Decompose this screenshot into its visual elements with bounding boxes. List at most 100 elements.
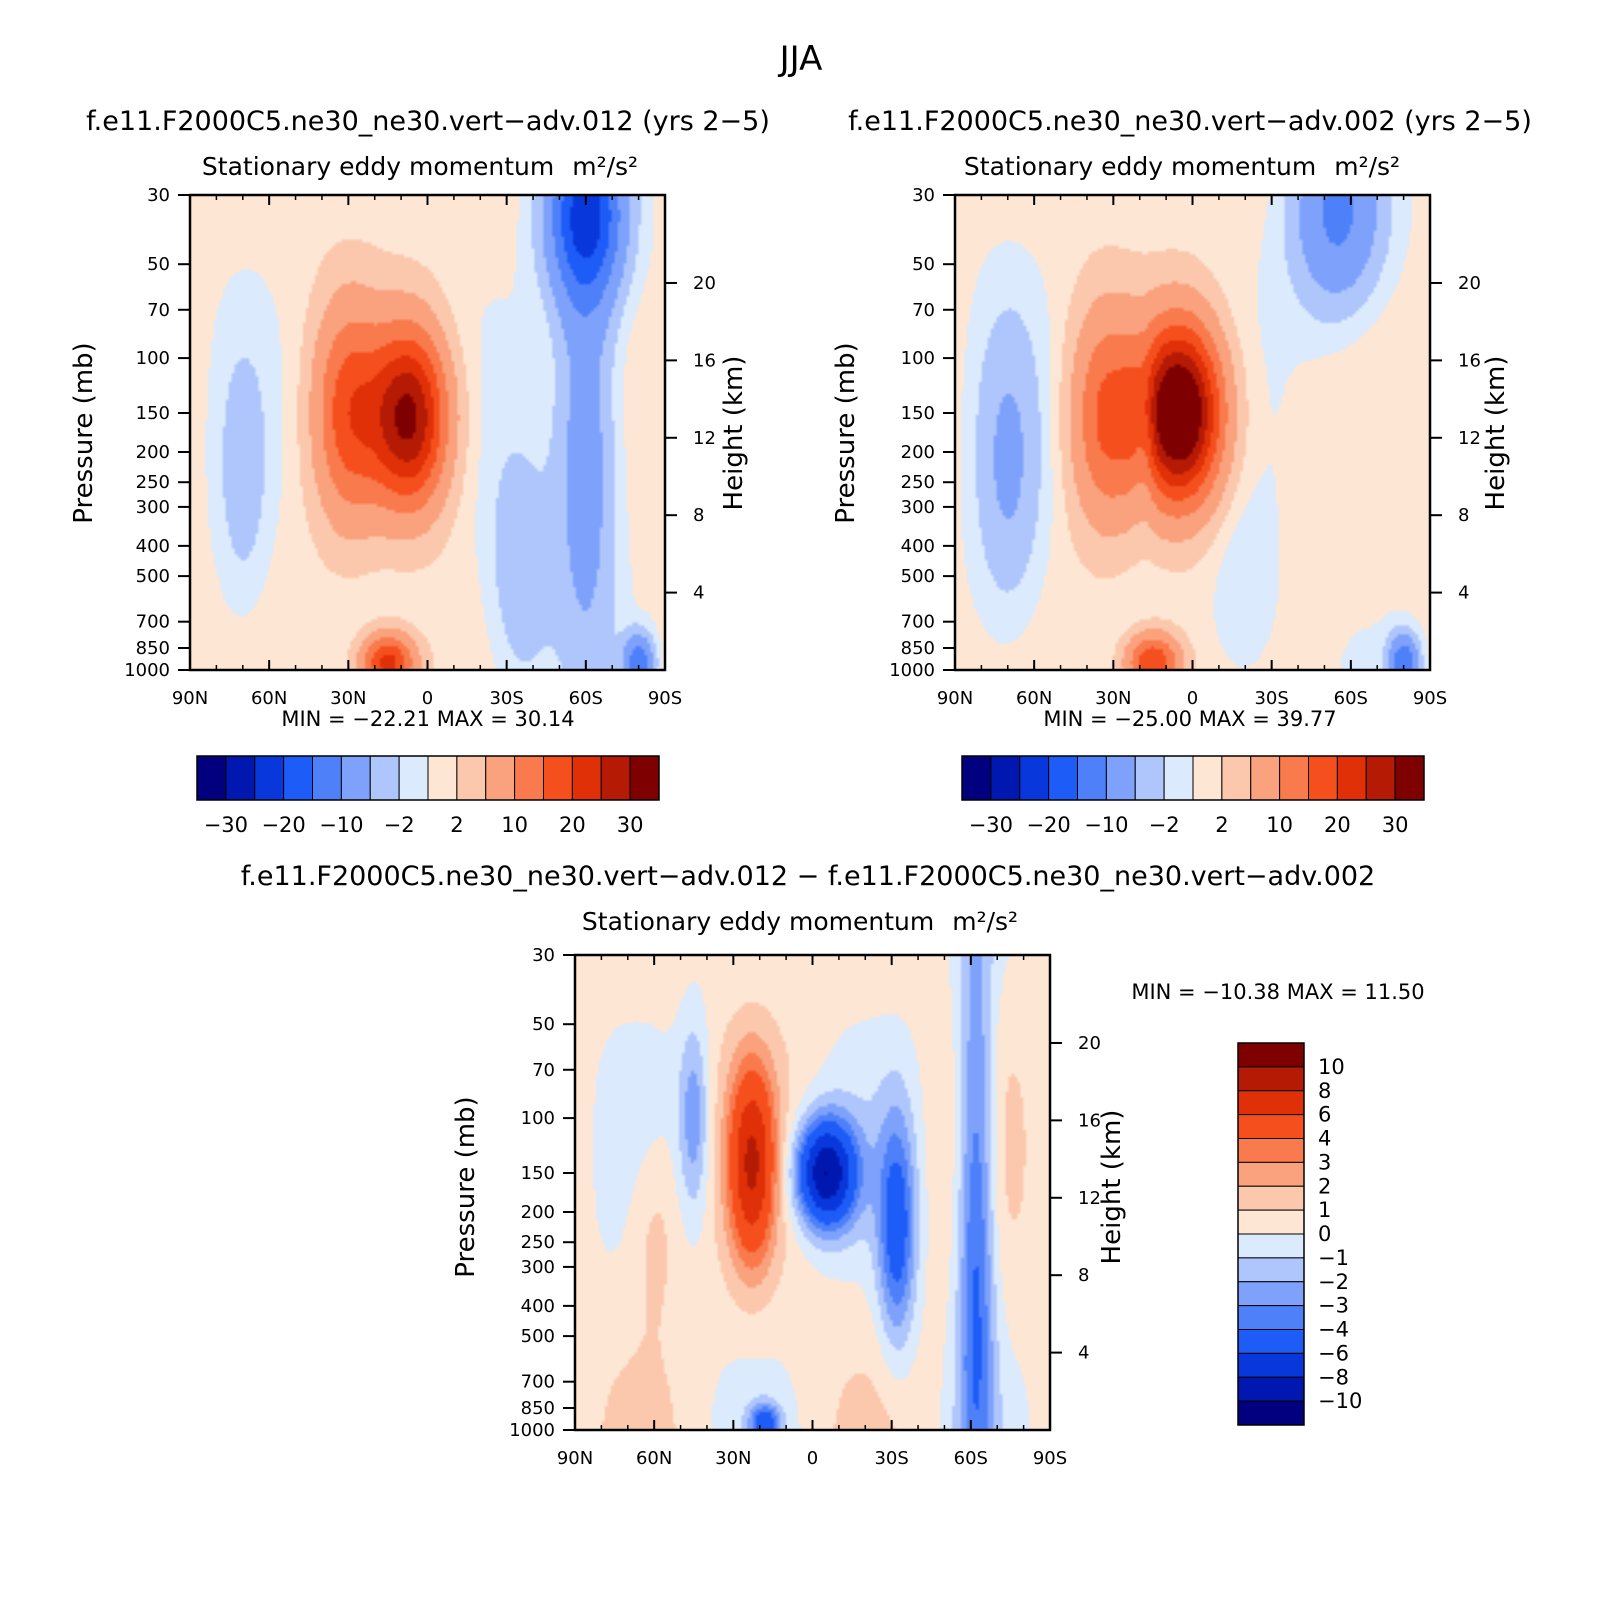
y2-tick-label: 20 xyxy=(1458,273,1481,294)
colorbar-swatch xyxy=(1077,755,1107,801)
y-tick-label: 70 xyxy=(147,300,170,321)
y-tick-label: 700 xyxy=(136,612,170,633)
y-tick-label: 70 xyxy=(912,300,935,321)
colorbar-label: 1 xyxy=(1318,1198,1331,1222)
panel-1-subtitle: Stationary eddy momentum m²/s² xyxy=(202,152,638,181)
y-tick-label: 400 xyxy=(521,1296,555,1317)
colorbar-label: 2 xyxy=(1215,813,1228,837)
colorbar-label: 20 xyxy=(559,813,586,837)
colorbar-label: 30 xyxy=(617,813,644,837)
colorbar-label: −2 xyxy=(1149,813,1180,837)
colorbar-label: −4 xyxy=(1318,1318,1349,1342)
y-tick-label: 200 xyxy=(521,1202,555,1223)
x-tick-label: 30N xyxy=(1095,688,1131,709)
colorbar-frame xyxy=(1237,1042,1305,1426)
y-tick-label: 150 xyxy=(521,1163,555,1184)
y-tick-label: 400 xyxy=(901,536,935,557)
panel-1-colorbar: −30 −20 −10 −2 2 10 20 30 xyxy=(196,755,660,837)
y-tick-label: 250 xyxy=(521,1232,555,1253)
colorbar-swatch xyxy=(1192,755,1223,801)
x-tick-label: 90N xyxy=(937,688,973,709)
colorbar-swatch xyxy=(514,755,544,801)
x-tick-label: 90N xyxy=(557,1448,593,1469)
colorbar-swatch xyxy=(1237,1138,1305,1163)
panel-2-ylabel: Pressure (mb) xyxy=(831,342,861,523)
y-tick-label: 100 xyxy=(136,348,170,369)
y-tick-label: 30 xyxy=(912,185,935,206)
panel-1-title: f.e11.F2000C5.ne30_ne30.vert−adv.012 (yr… xyxy=(86,106,770,137)
colorbar-label: 30 xyxy=(1382,813,1409,837)
colorbar-swatch xyxy=(485,755,516,801)
x-tick-label: 0 xyxy=(1187,688,1198,709)
y-tick-label: 150 xyxy=(136,403,170,424)
y-tick-label: 700 xyxy=(521,1372,555,1393)
colorbar-swatch xyxy=(1250,755,1281,801)
panel-2-y2label: Height (km) xyxy=(1481,356,1511,511)
y2-tick-label: 16 xyxy=(1458,350,1481,371)
y-tick-label: 250 xyxy=(136,472,170,493)
colorbar-swatch xyxy=(340,755,371,801)
y-tick-label: 850 xyxy=(136,638,170,659)
y2-tick-label: 8 xyxy=(1458,505,1469,526)
colorbar-label: 20 xyxy=(1324,813,1351,837)
y-tick-label: 50 xyxy=(912,254,935,275)
panel-1-units: m²/s² xyxy=(572,152,638,181)
panel2-field xyxy=(955,195,1430,670)
colorbar-swatch xyxy=(961,755,992,801)
x-tick-label: 60S xyxy=(1334,688,1368,709)
panel-1-ylabel: Pressure (mb) xyxy=(69,342,99,523)
panel-3-title: f.e11.F2000C5.ne30_ne30.vert−adv.012 − f… xyxy=(241,861,1376,892)
colorbar-swatch xyxy=(1237,1352,1305,1378)
y-tick-label: 200 xyxy=(901,442,935,463)
panel1-field xyxy=(190,195,665,670)
y-tick-label: 70 xyxy=(532,1060,555,1081)
y-tick-label: 500 xyxy=(136,566,170,587)
panel-2-colorbar: −30 −20 −10 −2 2 10 20 30 xyxy=(961,755,1425,837)
y-tick-label: 850 xyxy=(901,638,935,659)
colorbar-swatch xyxy=(1105,755,1136,801)
colorbar-swatch xyxy=(196,755,227,801)
colorbar-label: 0 xyxy=(1318,1222,1331,1246)
colorbar-label: −30 xyxy=(204,813,248,837)
colorbar-label: 10 xyxy=(501,813,528,837)
colorbar-swatch xyxy=(254,755,285,801)
colorbar-swatch xyxy=(456,755,487,801)
colorbar-label: −10 xyxy=(1084,813,1128,837)
colorbar-label: −1 xyxy=(1318,1246,1349,1270)
x-tick-label: 90S xyxy=(1413,688,1447,709)
y-tick-label: 200 xyxy=(136,442,170,463)
x-tick-label: 30S xyxy=(489,688,523,709)
y2-tick-label: 8 xyxy=(1078,1265,1089,1286)
colorbar-swatch xyxy=(1237,1066,1305,1092)
panel-2-title: f.e11.F2000C5.ne30_ne30.vert−adv.002 (yr… xyxy=(848,106,1532,137)
y-tick-label: 100 xyxy=(521,1108,555,1129)
y-tick-label: 1000 xyxy=(509,1420,555,1441)
colorbar-swatch xyxy=(283,755,313,801)
colorbar-swatch xyxy=(1336,755,1367,801)
colorbar-label: −8 xyxy=(1318,1365,1349,1389)
y2-tick-label: 16 xyxy=(1078,1110,1101,1131)
colorbar-swatch xyxy=(1237,1090,1305,1116)
x-tick-label: 0 xyxy=(422,688,433,709)
y2-tick-label: 16 xyxy=(693,350,716,371)
colorbar-swatch xyxy=(1237,1376,1305,1402)
y2-tick-label: 12 xyxy=(693,428,716,449)
y2-tick-label: 12 xyxy=(1458,428,1481,449)
panel-2-subtitle: Stationary eddy momentum m²/s² xyxy=(964,152,1400,181)
panel-1-subtitle-prefix: Stationary eddy momentum xyxy=(202,152,554,181)
colorbar-label: −10 xyxy=(1318,1389,1362,1413)
y-tick-label: 850 xyxy=(521,1398,555,1419)
y2-tick-label: 4 xyxy=(1078,1343,1089,1364)
y-tick-label: 100 xyxy=(901,348,935,369)
y-tick-label: 1000 xyxy=(124,660,170,681)
x-tick-label: 30S xyxy=(1254,688,1288,709)
colorbar-swatch xyxy=(1394,755,1425,801)
colorbar-swatch xyxy=(1163,755,1194,801)
colorbar-swatch xyxy=(1365,755,1396,801)
colorbar-swatch xyxy=(1048,755,1078,801)
colorbar-swatch xyxy=(1237,1114,1305,1139)
panel-3-plot: 90N 60N 30N 0 30S 60S 90S 30 50 70 100 150 200 250 300… xyxy=(509,945,1101,1469)
panel-1-y2label: Height (km) xyxy=(719,356,749,511)
colorbar-swatch xyxy=(600,755,631,801)
y-tick-label: 30 xyxy=(532,945,555,966)
